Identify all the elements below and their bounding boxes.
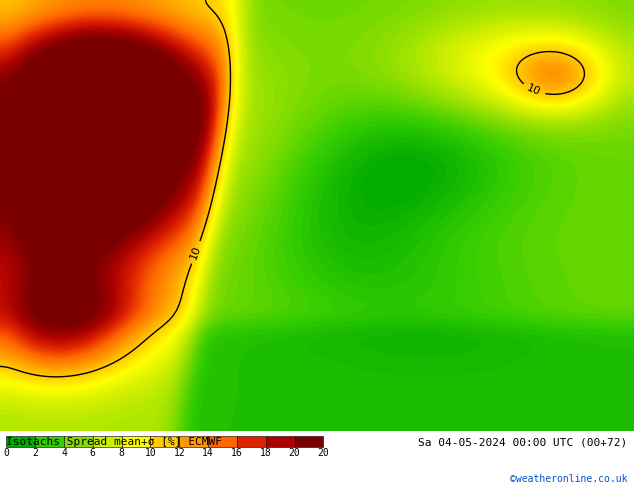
Text: 16: 16 (231, 448, 243, 458)
Bar (237, 436, 266, 447)
Text: Isotachs Spread mean+σ [%] ECMWF: Isotachs Spread mean+σ [%] ECMWF (6, 437, 223, 447)
Bar (64, 436, 93, 447)
Bar (266, 436, 295, 447)
Text: ©weatheronline.co.uk: ©weatheronline.co.uk (510, 474, 628, 484)
Text: Sa 04-05-2024 00:00 UTC (00+72): Sa 04-05-2024 00:00 UTC (00+72) (418, 437, 628, 447)
Bar (6, 436, 35, 447)
Text: 12: 12 (173, 448, 185, 458)
Bar (35, 436, 64, 447)
Bar (179, 436, 208, 447)
Text: 18: 18 (260, 448, 271, 458)
Text: 4: 4 (61, 448, 67, 458)
Text: 8: 8 (119, 448, 124, 458)
Bar (295, 436, 323, 447)
Text: 20: 20 (318, 448, 329, 458)
Text: 10: 10 (189, 244, 203, 261)
Bar (150, 436, 179, 447)
Bar (93, 436, 122, 447)
Text: 0: 0 (3, 448, 10, 458)
Bar (122, 436, 150, 447)
Text: 10: 10 (145, 448, 157, 458)
Text: 14: 14 (202, 448, 214, 458)
Text: 20: 20 (288, 448, 301, 458)
Text: 6: 6 (90, 448, 96, 458)
Bar (208, 436, 237, 447)
Text: 2: 2 (32, 448, 38, 458)
Text: 10: 10 (526, 83, 542, 98)
